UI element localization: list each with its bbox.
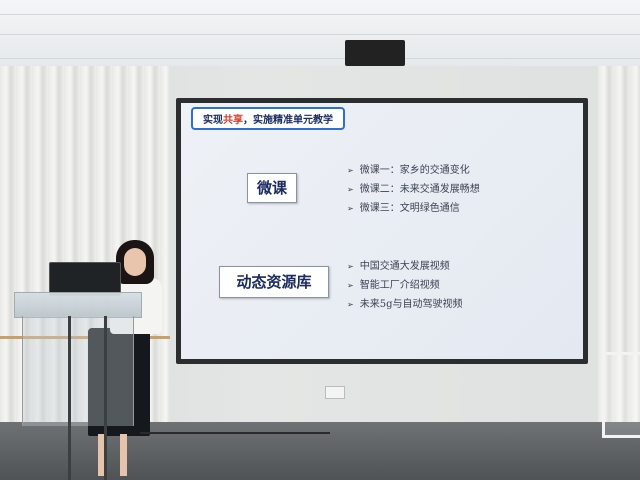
slide-title-prefix: 实现 [203,115,223,126]
section-heading-microlessons: 微课 [247,173,297,203]
slide-title-highlight: 共享 [223,115,243,126]
slide-title-suffix: ，实施精准单元教学 [243,115,333,126]
ceiling [0,0,640,66]
list-item-text: 中国交通大发展视频 [359,261,450,272]
chair [602,352,640,438]
bullet-arrow-icon: ➢ [347,185,354,194]
podium-body [22,316,134,426]
resource-list: ➢ 中国交通大发展视频 ➢ 智能工厂介绍视频 ➢ 未来5g与自动驾驶视频 [347,257,462,314]
list-item: ➢ 微课三：文明绿色通信 [347,199,480,218]
bullet-arrow-icon: ➢ [347,300,354,309]
list-item: ➢ 中国交通大发展视频 [347,257,462,276]
section-heading-resource-library: 动态资源库 [219,266,329,298]
podium-leg [68,316,71,480]
list-item-text: 微课一：家乡的交通变化 [359,165,470,176]
list-item: ➢ 微课二：未来交通发展畅想 [347,180,480,199]
list-item-text: 未来5g与自动驾驶视频 [359,299,463,310]
projector [345,40,405,66]
projection-screen: 实现共享，实施精准单元教学 微课 ➢ 微课一：家乡的交通变化 ➢ 微课二：未来交通发… [181,103,583,359]
podium-leg [104,316,107,480]
curtain-right [598,66,640,422]
laptop [49,262,121,296]
wall-outlet [325,386,345,399]
presenter-leg [98,434,105,476]
bullet-arrow-icon: ➢ [347,204,354,213]
bullet-arrow-icon: ➢ [347,166,354,175]
slide-title: 实现共享，实施精准单元教学 [191,107,345,130]
list-item: ➢ 微课一：家乡的交通变化 [347,161,480,180]
presenter-face [124,248,146,276]
podium-top [14,292,142,318]
list-item-text: 微课二：未来交通发展畅想 [359,184,480,195]
presenter-leg [120,434,127,476]
list-item: ➢ 智能工厂介绍视频 [347,276,462,295]
microlesson-list: ➢ 微课一：家乡的交通变化 ➢ 微课二：未来交通发展畅想 ➢ 微课三：文明绿色通信 [347,161,480,218]
bullet-arrow-icon: ➢ [347,281,354,290]
ceiling-seam [0,58,640,59]
bullet-arrow-icon: ➢ [347,262,354,271]
presenter-skirt [88,328,150,436]
ceiling-seam [0,34,640,35]
list-item-text: 微课三：文明绿色通信 [359,203,460,214]
list-item-text: 智能工厂介绍视频 [359,280,440,291]
ballet-rail [0,336,170,339]
list-item: ➢ 未来5g与自动驾驶视频 [347,295,462,314]
ceiling-seam [0,14,640,15]
floor-cable [140,432,330,434]
